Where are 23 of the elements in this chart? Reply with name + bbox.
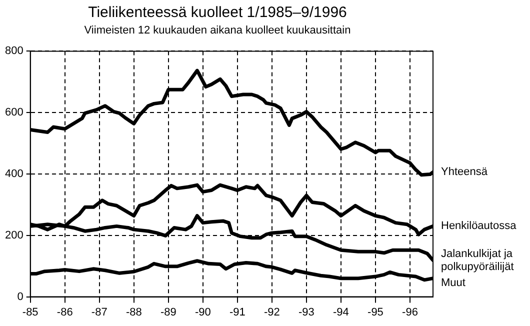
series-label: Yhteensä [441,166,488,178]
x-tick-label: -88 [126,306,142,318]
chart-subtitle: Viimeisten 12 kuukauden aikana kuolleet kuukausittain [84,24,351,37]
y-tick-label: 600 [4,106,24,119]
x-tick-label: -89 [160,306,176,318]
x-tick-label: -96 [402,306,418,318]
x-tick-label: -95 [368,306,384,318]
x-tick-label: -86 [56,306,73,318]
x-tick-label: -90 [194,306,211,318]
series-label: Jalankulkijat ja polkupyöräilijät [441,248,514,273]
series-label: Muut [441,276,466,289]
x-tick-label: -94 [333,306,349,318]
y-tick-label: 200 [4,229,24,242]
x-tick-label: -87 [91,306,108,318]
y-tick-label: 400 [4,168,24,180]
y-tick-label: 800 [4,45,24,58]
x-tick-label: -93 [298,306,314,318]
series-label: Henkilöautossa [441,220,518,232]
x-tick-label: -91 [229,306,246,318]
x-tick-label: -85 [22,306,38,318]
chart-title: Tieliikenteessä kuolleet 1/1985–9/1996 [88,4,347,22]
y-tick-label: 0 [17,290,24,303]
x-tick-label: -92 [264,306,280,318]
